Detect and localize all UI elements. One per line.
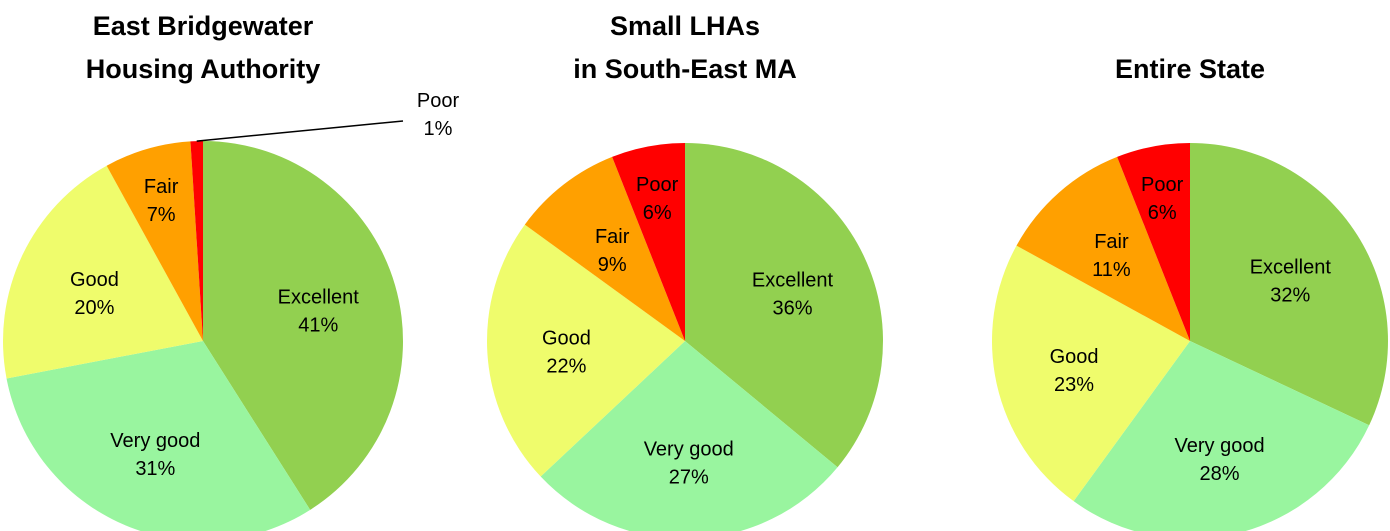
slice-category: Good xyxy=(542,327,591,349)
pie-slice xyxy=(1016,156,1190,341)
slice-value: 41% xyxy=(298,315,338,337)
slice-value: 9% xyxy=(598,254,627,276)
slice-category: Very good xyxy=(110,430,200,452)
slice-label: Excellent 41% xyxy=(278,287,360,337)
pie-slice xyxy=(524,156,685,341)
slice-label: Poor 6% xyxy=(636,174,679,224)
slice-category: Fair xyxy=(595,226,630,248)
slice-value: 28% xyxy=(1200,463,1240,485)
slice-label: Poor 1% xyxy=(417,90,460,140)
slice-category: Excellent xyxy=(1250,256,1332,278)
pie-slice xyxy=(612,143,685,341)
slice-category: Poor xyxy=(636,174,679,196)
slice-value: 27% xyxy=(669,467,709,489)
slice-category: Good xyxy=(70,269,119,291)
slice-category: Excellent xyxy=(278,287,360,309)
pie-chart: Small LHAs in South-East MA Excellent 36% Ve… xyxy=(487,11,883,531)
slice-label: Excellent 36% xyxy=(752,269,834,319)
slice-category: Poor xyxy=(417,90,460,112)
slice-label: Fair 7% xyxy=(144,176,179,226)
slice-value: 36% xyxy=(772,297,812,319)
slice-value: 6% xyxy=(1148,202,1177,224)
pie-slice xyxy=(203,141,403,510)
slice-value: 20% xyxy=(74,297,114,319)
pie-slice xyxy=(992,245,1190,502)
slice-value: 31% xyxy=(135,458,175,480)
slice-label: Very good 28% xyxy=(1175,435,1265,485)
chart-title: Entire State xyxy=(1115,54,1265,84)
slice-label: Fair 11% xyxy=(1092,231,1131,281)
pie-slice xyxy=(1073,341,1370,531)
pie-slice xyxy=(487,224,685,477)
chart-title: in South-East MA xyxy=(573,54,797,84)
pie-slice xyxy=(2,165,203,379)
pie-slice xyxy=(685,143,883,468)
slice-label: Very good 31% xyxy=(110,430,200,480)
slice-category: Poor xyxy=(1141,174,1184,196)
pie-slice xyxy=(540,341,838,531)
slice-category: Very good xyxy=(1175,435,1265,457)
pie-slice xyxy=(6,341,311,531)
pie-slice xyxy=(1117,143,1190,341)
slice-label: Good 23% xyxy=(1050,346,1099,396)
slice-category: Excellent xyxy=(752,269,834,291)
slice-label: Good 22% xyxy=(542,327,591,377)
slice-category: Very good xyxy=(644,439,734,461)
slice-value: 7% xyxy=(147,204,176,226)
pie-chart: East Bridgewater Housing Authority Excelle… xyxy=(2,11,460,531)
slice-category: Good xyxy=(1050,346,1099,368)
slice-label: Very good 27% xyxy=(644,439,734,489)
slice-category: Fair xyxy=(1094,231,1129,253)
pie-slice xyxy=(190,141,203,341)
leader-line xyxy=(196,120,404,142)
slice-value: 22% xyxy=(546,355,586,377)
slice-value: 32% xyxy=(1270,284,1310,306)
chart-title: Small LHAs xyxy=(610,11,760,41)
chart-title: Housing Authority xyxy=(86,54,320,84)
slice-category: Fair xyxy=(144,176,179,198)
slice-label: Poor 6% xyxy=(1141,174,1184,224)
chart-title: East Bridgewater xyxy=(93,11,314,41)
pie-slice xyxy=(1190,143,1388,426)
slice-value: 11% xyxy=(1092,259,1131,281)
pie-slice xyxy=(106,141,203,341)
slice-label: Good 20% xyxy=(70,269,119,319)
slice-value: 23% xyxy=(1054,374,1094,396)
slice-value: 6% xyxy=(643,202,672,224)
slice-label: Excellent 32% xyxy=(1250,256,1332,306)
slice-label: Fair 9% xyxy=(595,226,630,276)
slice-value: 1% xyxy=(424,118,453,140)
pie-chart: Entire State Excellent 32% Very good 28% Good… xyxy=(992,54,1388,531)
